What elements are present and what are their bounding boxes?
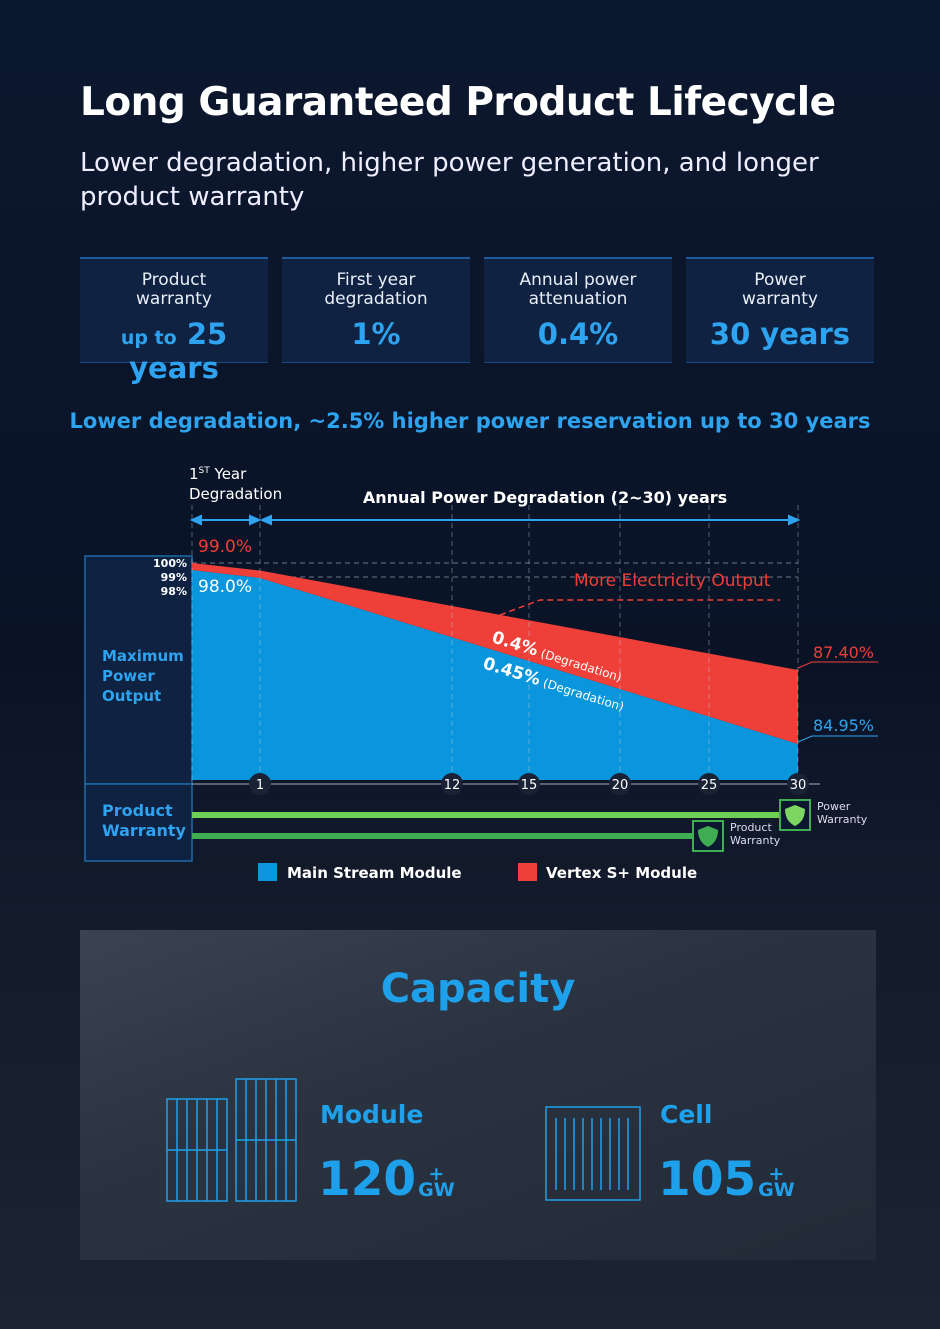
vertex-start-label: 99.0% bbox=[198, 537, 252, 557]
legend-label-main-stream: Main Stream Module bbox=[287, 864, 462, 882]
cell-sup: + bbox=[768, 1163, 785, 1185]
warranty-label: Product Warranty bbox=[730, 821, 781, 847]
module-capacity: 120 + GW bbox=[318, 1152, 455, 1207]
cell-value: 105 bbox=[658, 1152, 757, 1207]
stat-value: 0.4% bbox=[537, 317, 619, 351]
x-tick-label: 25 bbox=[701, 778, 718, 793]
x-tick-marker bbox=[698, 773, 720, 795]
y-tick-label: 98% bbox=[161, 585, 187, 598]
legend-swatch-vertex bbox=[518, 863, 537, 881]
warranty-label-box bbox=[84, 783, 193, 862]
stat-label: First year degradation bbox=[324, 270, 428, 309]
x-tick-label: 12 bbox=[444, 778, 461, 793]
chart-headline: Lower degradation, ~2.5% higher power re… bbox=[69, 409, 871, 433]
stat-power-warranty: Power warranty 30 years bbox=[686, 257, 874, 363]
stat-label: Power warranty bbox=[742, 270, 818, 309]
capacity-title: Capacity bbox=[380, 966, 576, 1012]
module-value: 120 bbox=[318, 1152, 417, 1207]
x-tick-marker bbox=[441, 773, 463, 795]
legend-label-vertex: Vertex S+ Module bbox=[546, 864, 697, 882]
warranty-bar bbox=[192, 833, 695, 839]
vertex-end-leader bbox=[797, 661, 878, 669]
stat-annual-attenuation: Annual power attenuation 0.4% bbox=[484, 257, 672, 363]
y-tick-label: 99% bbox=[161, 571, 187, 584]
series-area-main-stream bbox=[192, 570, 798, 780]
y-axis-label: Maximum Power Output bbox=[102, 647, 184, 705]
stat-value: 30 years bbox=[709, 317, 851, 351]
legend-swatch-main-stream bbox=[258, 863, 277, 881]
annotation-leader bbox=[499, 599, 780, 616]
stat-product-warranty: Product warranty up to 25 years bbox=[80, 257, 268, 385]
first-year-label: 1ST Year Degradation bbox=[189, 465, 282, 503]
warranty-row-label: Product Warranty bbox=[102, 801, 186, 840]
warranty-bar bbox=[192, 812, 780, 818]
solar-module-icon bbox=[166, 1078, 297, 1202]
degradation-chart: Maximum Power Output Product Warranty 1ST Y… bbox=[84, 465, 878, 882]
main-end-label: 84.95% bbox=[813, 716, 874, 735]
x-tick-label: 15 bbox=[521, 778, 538, 793]
x-tick-label: 20 bbox=[612, 778, 629, 793]
x-tick-marker bbox=[787, 773, 809, 795]
main-end-leader bbox=[797, 735, 878, 743]
stat-value: 1% bbox=[351, 317, 401, 351]
stat-first-year-degradation: First year degradation 1% bbox=[282, 257, 470, 363]
grid-vertical bbox=[191, 505, 799, 780]
module-unit: GW bbox=[418, 1179, 455, 1201]
module-label: Module bbox=[320, 1100, 424, 1129]
page-subtitle: Lower degradation, higher power generati… bbox=[80, 148, 819, 212]
main-start-label: 98.0% bbox=[198, 577, 252, 597]
stat-label: Annual power attenuation bbox=[519, 270, 637, 309]
x-tick-marker bbox=[518, 773, 540, 795]
y-tick-label: 100% bbox=[153, 557, 187, 570]
x-tick-label: 30 bbox=[790, 778, 807, 793]
vertex-end-label: 87.40% bbox=[813, 643, 874, 662]
warranty-label: Power Warranty bbox=[817, 800, 868, 826]
series-area-vertex bbox=[192, 563, 798, 744]
stat-label: Product warranty bbox=[136, 270, 212, 309]
annual-degradation-label: Annual Power Degradation (2~30) years bbox=[363, 488, 727, 507]
x-tick-label: 1 bbox=[256, 778, 264, 793]
cell-unit: GW bbox=[758, 1179, 795, 1201]
page-title: Long Guaranteed Product Lifecycle bbox=[80, 80, 836, 125]
x-tick-marker bbox=[249, 773, 271, 795]
period-arrows bbox=[189, 514, 801, 526]
module-sup: + bbox=[428, 1163, 445, 1185]
shield-icon bbox=[785, 805, 805, 826]
capacity-section: Capacity Module 120 + GW Cell 105 + GW bbox=[80, 930, 876, 1260]
x-tick-marker bbox=[609, 773, 631, 795]
cell-label: Cell bbox=[660, 1100, 713, 1129]
annotation-more-electricity: More Electricity Output bbox=[574, 571, 771, 591]
stat-prefix: up to bbox=[120, 327, 177, 349]
shield-icon bbox=[698, 826, 718, 847]
cell-capacity: 105 + GW bbox=[658, 1152, 795, 1207]
stat-value: 25 years bbox=[129, 317, 228, 385]
solar-cell-icon bbox=[545, 1106, 641, 1201]
